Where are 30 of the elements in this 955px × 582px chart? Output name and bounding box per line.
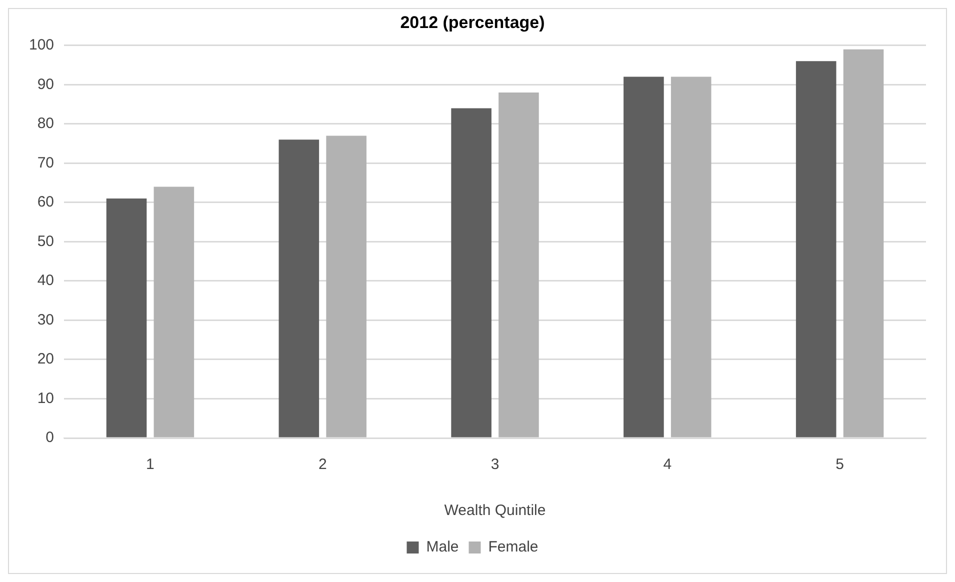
x-tick-label: 4 <box>663 456 672 474</box>
legend-label: Female <box>488 538 538 556</box>
x-tick-label: 5 <box>836 456 844 474</box>
bar <box>843 49 884 438</box>
y-tick-label: 30 <box>37 311 54 328</box>
chart-title: 2012 (percentage) <box>400 12 545 32</box>
y-tick-label: 50 <box>37 232 54 250</box>
y-tick-label: 80 <box>37 115 54 132</box>
y-tick-label: 40 <box>37 272 54 290</box>
bar <box>278 140 320 438</box>
x-tick-label: 2 <box>318 456 327 474</box>
bar <box>670 76 712 438</box>
bar <box>154 186 194 438</box>
bar <box>451 108 492 438</box>
bar <box>326 136 366 438</box>
bar <box>498 92 539 438</box>
y-tick-label: 90 <box>37 76 54 93</box>
bar <box>106 198 147 438</box>
y-tick-label: 20 <box>37 350 54 368</box>
x-tick-label: 1 <box>146 456 154 474</box>
y-tick-label: 60 <box>37 194 54 211</box>
y-tick-label: 0 <box>46 429 54 446</box>
y-tick-label: 70 <box>37 154 54 172</box>
y-tick-label: 10 <box>37 390 54 407</box>
x-axis-title: Wealth Quintile <box>444 502 546 520</box>
bar <box>796 61 836 438</box>
legend-label: Male <box>426 538 459 556</box>
bar <box>624 76 664 438</box>
y-tick-label: 100 <box>28 36 54 54</box>
x-tick-label: 3 <box>490 456 500 474</box>
